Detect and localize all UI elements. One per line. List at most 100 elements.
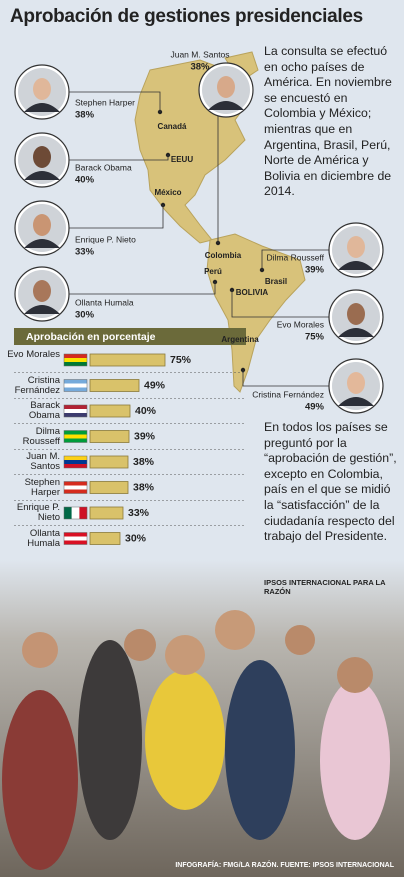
portrait-body <box>208 101 244 110</box>
flag-stripe <box>64 532 87 537</box>
value-label: 39% <box>134 430 156 442</box>
leader-line <box>42 205 164 229</box>
flag-stripe <box>64 362 87 366</box>
bar <box>89 430 130 443</box>
portrait-body <box>24 239 60 248</box>
value-label: 40% <box>135 405 157 417</box>
flag-stripe <box>64 485 87 490</box>
bar <box>89 353 166 367</box>
person-approval: 30% <box>75 310 95 321</box>
person-name: Evo Morales <box>277 319 324 329</box>
bar <box>89 404 131 418</box>
portrait-face <box>347 372 365 394</box>
category-label: Enrique P. Nieto <box>16 502 60 523</box>
category-label: Juan M. Santos <box>26 451 60 472</box>
person-name: Dilma Rousseff <box>267 252 325 262</box>
flag-stripe <box>64 464 87 468</box>
flag-stripe <box>64 383 87 388</box>
portrait-face <box>33 214 51 236</box>
person-approval: 33% <box>75 247 95 258</box>
flag-stripe <box>64 387 87 392</box>
flag-stripe <box>64 489 87 494</box>
person-name: Barack Obama <box>75 162 132 172</box>
flag-stripe <box>64 540 87 545</box>
leader-line <box>42 282 216 295</box>
note-source: IPSOS INTERNACIONAL PARA LA RAZÓN <box>264 578 386 596</box>
country-label: Canadá <box>158 122 187 131</box>
person-approval: 40% <box>75 175 95 186</box>
person-approval: 49% <box>305 402 325 413</box>
intro-text: La consulta se efectuó en ocho países de… <box>264 44 392 199</box>
leader-line <box>231 290 356 318</box>
value-label: 33% <box>128 507 150 519</box>
value-label: 49% <box>144 379 166 391</box>
country-label: Colombia <box>205 251 242 260</box>
chart-header <box>14 328 246 345</box>
portrait-body <box>24 305 60 314</box>
portrait-body <box>24 103 60 112</box>
person-name: Juan M. Santos <box>170 49 229 59</box>
person-approval: 39% <box>305 265 325 276</box>
portrait-face <box>33 280 51 302</box>
flag-stripe <box>64 409 87 413</box>
crowd-figures <box>2 610 390 870</box>
flag-border <box>63 353 88 367</box>
category-label: Evo Morales <box>7 349 60 360</box>
flag-border <box>63 481 88 494</box>
person-approval: 75% <box>305 332 325 343</box>
leader-line <box>261 249 356 270</box>
person-name: Enrique P. Nieto <box>75 234 136 244</box>
flag-stripe <box>64 460 87 464</box>
category-label: Barack Obama <box>28 400 60 421</box>
person-name: Ollanta Humala <box>75 297 134 307</box>
bar <box>89 379 140 392</box>
country-label: Perú <box>204 267 222 276</box>
flag-stripe <box>64 536 87 541</box>
flag-stripe <box>79 507 88 519</box>
category-label: Ollanta Humala <box>27 527 60 549</box>
portrait-face <box>347 303 365 325</box>
flag-stripe <box>64 430 87 435</box>
value-label: 75% <box>170 354 192 366</box>
portrait-body <box>24 171 60 180</box>
country-label: México <box>154 188 181 197</box>
country-label: EEUU <box>171 155 193 164</box>
country-label: BOLIVIA <box>236 288 269 297</box>
country-label: Brasil <box>265 277 287 286</box>
leader-line <box>242 370 356 387</box>
flag-border <box>63 430 88 443</box>
portrait-face <box>33 146 51 168</box>
portrait-face <box>347 236 365 258</box>
flag-stripe <box>64 354 87 358</box>
value-label: 30% <box>125 532 147 544</box>
category-label: Stephen Harper <box>24 476 60 498</box>
note-text: En todos los países se preguntó por la “… <box>264 420 397 544</box>
leader-line <box>42 155 169 161</box>
person-approval: 38% <box>75 110 95 121</box>
category-label: Cristina Fernández <box>14 374 60 396</box>
country-label: Argentina <box>221 335 259 344</box>
portrait-face <box>217 76 235 98</box>
flag-stripe <box>64 481 87 486</box>
flag-stripe <box>64 438 87 443</box>
credit: INFOGRAFÍA: FMG/LA RAZÓN. FUENTE: IPSOS … <box>175 862 394 869</box>
portrait-body <box>338 261 374 270</box>
south-america <box>206 233 306 393</box>
flag-border <box>63 404 88 418</box>
bar <box>89 506 124 520</box>
bar <box>89 532 121 545</box>
value-label: 38% <box>133 456 155 468</box>
leader-line <box>42 91 161 112</box>
chart-title: Aprobación en porcentaje <box>26 331 156 343</box>
flag-stripe <box>71 507 80 519</box>
flag-stripe <box>64 434 87 439</box>
flag-stripe <box>64 413 87 417</box>
flag-stripe <box>64 456 87 460</box>
portrait-face <box>33 78 51 100</box>
portrait-body <box>338 328 374 337</box>
bar <box>89 481 129 494</box>
flag-border <box>63 532 88 545</box>
value-label: 38% <box>133 481 155 493</box>
